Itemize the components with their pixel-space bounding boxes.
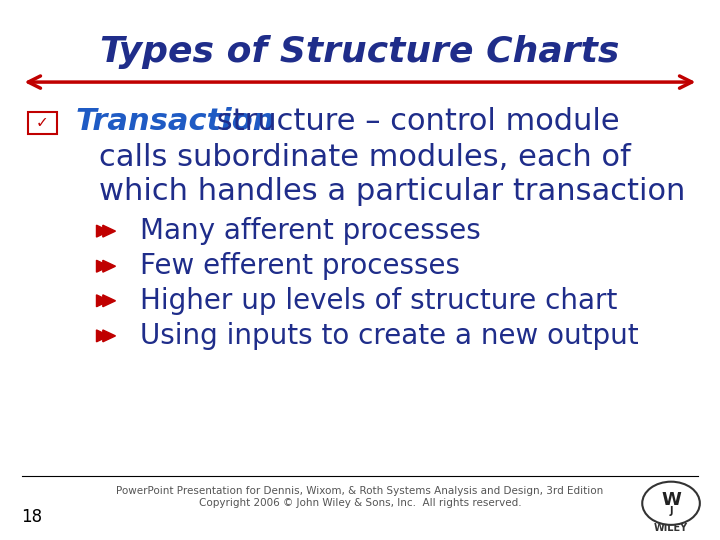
Text: J: J bbox=[670, 506, 672, 516]
Text: Types of Structure Charts: Types of Structure Charts bbox=[100, 35, 620, 69]
Text: Higher up levels of structure chart: Higher up levels of structure chart bbox=[140, 287, 618, 315]
Polygon shape bbox=[96, 330, 109, 342]
Polygon shape bbox=[96, 225, 109, 237]
Text: Transaction: Transaction bbox=[76, 107, 275, 136]
Polygon shape bbox=[96, 295, 109, 307]
Text: W: W bbox=[661, 491, 681, 509]
Text: calls subordinate modules, each of: calls subordinate modules, each of bbox=[99, 143, 631, 172]
FancyBboxPatch shape bbox=[28, 112, 57, 134]
Polygon shape bbox=[103, 260, 115, 272]
Text: Many afferent processes: Many afferent processes bbox=[140, 217, 481, 245]
Text: Using inputs to create a new output: Using inputs to create a new output bbox=[140, 322, 639, 350]
Text: which handles a particular transaction: which handles a particular transaction bbox=[99, 177, 685, 206]
Text: PowerPoint Presentation for Dennis, Wixom, & Roth Systems Analysis and Design, 3: PowerPoint Presentation for Dennis, Wixo… bbox=[117, 486, 603, 508]
Polygon shape bbox=[96, 260, 109, 272]
Polygon shape bbox=[103, 225, 115, 237]
Text: structure – control module: structure – control module bbox=[207, 107, 620, 136]
Circle shape bbox=[642, 482, 700, 525]
Polygon shape bbox=[103, 295, 115, 307]
Text: Few efferent processes: Few efferent processes bbox=[140, 252, 460, 280]
Text: ✓: ✓ bbox=[36, 115, 49, 130]
Polygon shape bbox=[103, 330, 115, 342]
Text: 18: 18 bbox=[22, 508, 42, 526]
Text: WILEY: WILEY bbox=[654, 523, 688, 533]
